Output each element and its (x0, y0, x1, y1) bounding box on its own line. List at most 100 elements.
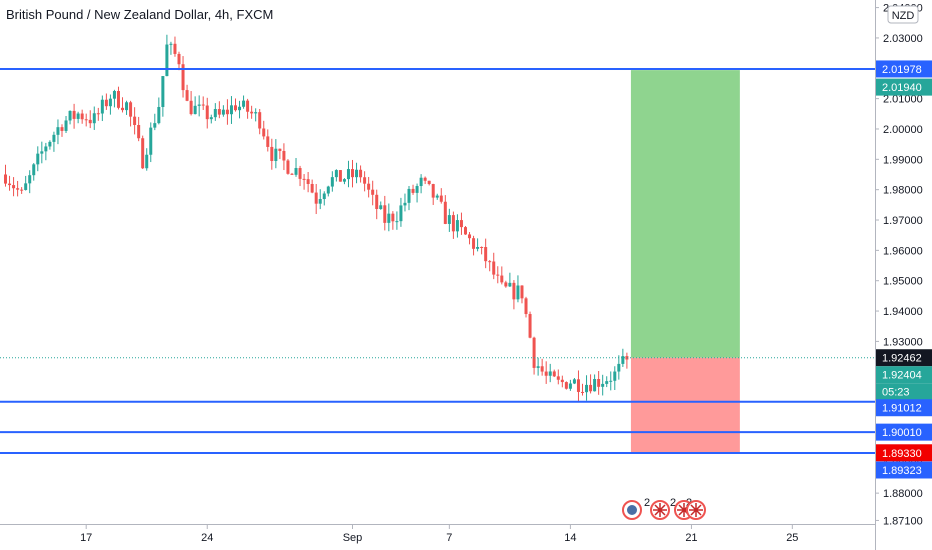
candle-body (201, 104, 205, 106)
candle-body (609, 380, 613, 382)
candle-body (447, 215, 451, 224)
candle-body (52, 134, 56, 142)
candle-body (266, 136, 270, 147)
candle-body (193, 105, 197, 115)
candle-body (28, 175, 32, 184)
candle-body (552, 371, 556, 377)
x-tick-label: 24 (201, 532, 213, 544)
bar-countdown-badge-bg (876, 383, 932, 401)
candle-body (233, 105, 237, 111)
event-count: 2 (644, 497, 650, 509)
candle-body (145, 154, 149, 169)
level-price-badge-bg (876, 399, 932, 417)
candle-body (60, 127, 64, 131)
level-price-badge: 1.89323 (882, 465, 922, 477)
candle-body (8, 183, 12, 186)
y-tick-label: 2.01000 (883, 94, 923, 106)
candle-body (250, 111, 254, 114)
candle-body (157, 106, 161, 124)
candle-body (92, 113, 96, 124)
stop-loss-zone[interactable] (630, 357, 740, 453)
candle-body (472, 238, 476, 249)
candle-body (153, 123, 157, 128)
candle-body (403, 202, 407, 206)
candle-body (205, 105, 209, 120)
candle-body (536, 366, 540, 368)
horizontal-levels[interactable] (0, 67, 875, 454)
candle-body (617, 363, 621, 372)
candle-body (68, 110, 72, 121)
candle-body (116, 90, 120, 108)
candle-body (56, 127, 60, 135)
candle-body (64, 120, 68, 131)
candle-body (169, 43, 173, 45)
level-price-badge-bg (876, 423, 932, 441)
candle-body (96, 113, 100, 115)
candle-body (48, 141, 52, 147)
candle-body (492, 261, 496, 275)
candle-body (589, 384, 593, 392)
y-tick-label: 1.94000 (883, 306, 923, 318)
candle-body (108, 98, 112, 107)
event-marker-flag-icon[interactable] (650, 500, 670, 520)
event-markers[interactable]: 2 2 2 (622, 497, 706, 520)
candle-body (270, 146, 274, 161)
candle-body (520, 285, 524, 299)
candle-body (625, 356, 629, 360)
candle-body (415, 186, 419, 193)
time-axis[interactable]: 17 24 Sep 7 14 21 25 (80, 525, 798, 544)
candle-body (548, 371, 552, 376)
currency-badge[interactable]: NZD (887, 5, 919, 24)
level-price-badge: 1.91012 (882, 403, 922, 415)
candle-body (314, 192, 318, 204)
candle-body (177, 53, 181, 65)
candle-body (36, 153, 40, 165)
stop-price-badge-bg (876, 444, 932, 462)
candle-body (451, 215, 455, 232)
level-price-badge-bg (876, 461, 932, 479)
candle-body (439, 195, 443, 202)
candle-body (355, 169, 359, 178)
position-zones[interactable] (630, 70, 740, 453)
candle-body (395, 221, 399, 223)
candle-body (197, 104, 201, 106)
candle-body (238, 106, 242, 111)
bar-countdown-badge: 05:23 (882, 387, 910, 399)
level-price-badge: 2.01978 (882, 64, 922, 76)
x-tick-label: Sep (343, 532, 363, 544)
candle-body (104, 99, 108, 107)
candle-body (209, 117, 213, 120)
candle-body (500, 275, 504, 283)
candle-body (217, 109, 221, 115)
candle-body (560, 379, 564, 383)
candle-body (165, 44, 169, 77)
x-tick-label: 25 (786, 532, 798, 544)
x-tick-label: 17 (80, 532, 92, 544)
profit-zone[interactable] (630, 70, 740, 358)
candle-body (391, 213, 395, 222)
candle-body (419, 177, 423, 187)
candle-body (431, 184, 435, 198)
candle-body (262, 128, 266, 137)
event-marker-flag-icon[interactable] (686, 500, 706, 520)
candle-body (40, 151, 44, 154)
y-tick-label: 1.93000 (883, 336, 923, 348)
candle-body (4, 174, 7, 184)
candle-body (540, 366, 544, 372)
candle-body (407, 188, 411, 203)
candle-body (621, 356, 625, 364)
candle-body (516, 285, 520, 300)
candle-body (399, 205, 403, 222)
y-tick-label: 1.97000 (883, 215, 923, 227)
candle-body (112, 90, 116, 99)
candle-body (597, 379, 601, 387)
candle-body (246, 100, 250, 112)
candle-body (576, 379, 580, 392)
candle-body (278, 148, 282, 151)
event-marker-flag-icon[interactable] (622, 500, 642, 520)
y-tick-label: 2.00000 (883, 124, 923, 136)
candle-body (427, 180, 431, 185)
candle-body (76, 113, 80, 119)
y-tick-label: 1.88000 (883, 488, 923, 500)
